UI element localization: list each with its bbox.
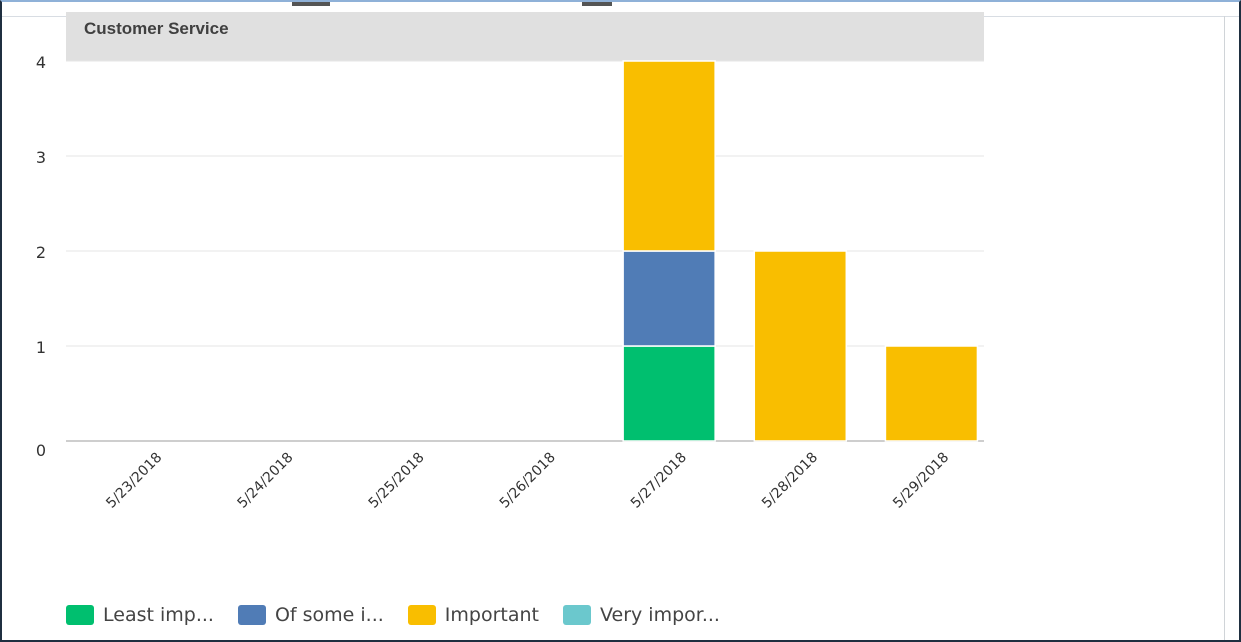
x-tick-label: 5/26/2018 bbox=[497, 450, 559, 512]
x-tick-label: 5/27/2018 bbox=[628, 450, 690, 512]
x-tick-label: 5/28/2018 bbox=[759, 450, 821, 512]
bar-segment bbox=[622, 60, 716, 252]
legend-item[interactable]: Very impor... bbox=[563, 604, 720, 626]
legend-swatch bbox=[563, 605, 591, 625]
x-tick-label: 5/24/2018 bbox=[234, 450, 296, 512]
bar-segment bbox=[753, 250, 848, 442]
bar-segment bbox=[884, 345, 979, 442]
x-tick-label: 5/25/2018 bbox=[366, 450, 428, 512]
bar-segment bbox=[622, 250, 716, 347]
y-tick-label: 4 bbox=[36, 53, 46, 72]
y-tick-label: 3 bbox=[36, 148, 46, 167]
x-tick-label: 5/23/2018 bbox=[103, 450, 165, 512]
legend-label: Very impor... bbox=[600, 604, 720, 626]
x-tick-label: 5/29/2018 bbox=[890, 450, 952, 512]
legend-label: Important bbox=[444, 604, 539, 626]
legend-swatch bbox=[407, 605, 436, 625]
y-tick-label: 1 bbox=[36, 338, 46, 357]
legend-label: Least imp... bbox=[103, 604, 214, 626]
legend-item[interactable]: Important bbox=[407, 604, 539, 626]
facet-header: Customer Service bbox=[66, 12, 984, 61]
legend-item[interactable]: Least imp... bbox=[66, 604, 214, 626]
legend-item[interactable]: Of some i... bbox=[237, 604, 384, 626]
chart-title: Customer Service bbox=[84, 19, 229, 38]
legend-swatch bbox=[237, 605, 266, 625]
panel-divider bbox=[1224, 16, 1225, 640]
legend-swatch bbox=[66, 605, 94, 625]
bar-segment bbox=[622, 345, 716, 442]
y-tick-label: 2 bbox=[36, 243, 46, 262]
legend-label: Of some i... bbox=[274, 604, 384, 626]
y-tick-label: 0 bbox=[36, 441, 46, 460]
chart-legend: Least imp... Of some i... Important Very im… bbox=[66, 600, 744, 630]
